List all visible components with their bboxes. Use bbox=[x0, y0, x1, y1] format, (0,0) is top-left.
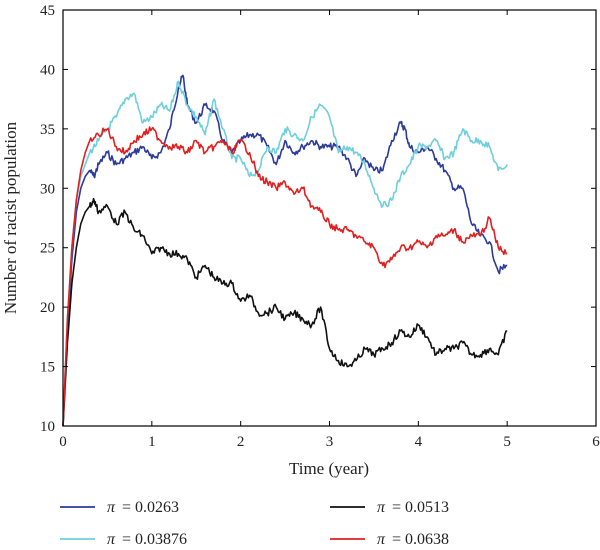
legend-label: = 0.0513 bbox=[392, 499, 449, 516]
x-axis-label: Time (year) bbox=[289, 459, 369, 478]
series-line-4 bbox=[62, 126, 508, 427]
x-axis: 0 1 2 3 4 5 6 bbox=[59, 10, 600, 450]
y-tick-label: 45 bbox=[40, 3, 55, 19]
y-tick-label: 10 bbox=[40, 419, 55, 435]
y-tick-label: 15 bbox=[40, 360, 55, 376]
legend-item-3: π = 0.0513 bbox=[330, 499, 449, 516]
legend-label: = 0.03876 bbox=[122, 531, 187, 548]
legend-item-4: π = 0.0638 bbox=[330, 531, 449, 548]
x-tick-label: 4 bbox=[415, 434, 423, 450]
x-tick-label: 3 bbox=[326, 434, 334, 450]
legend-item-2: π = 0.03876 bbox=[60, 531, 187, 548]
y-tick-label: 35 bbox=[40, 122, 55, 138]
x-tick-label: 2 bbox=[237, 434, 245, 450]
legend-symbol: π bbox=[377, 531, 386, 548]
plot-lines bbox=[62, 74, 508, 427]
y-axis: 10 15 20 25 30 35 40 45 bbox=[40, 3, 596, 435]
series-line-1 bbox=[62, 74, 508, 427]
series-line-2 bbox=[62, 80, 508, 427]
y-tick-label: 40 bbox=[40, 62, 55, 78]
legend-label: = 0.0263 bbox=[122, 499, 179, 516]
legend-item-1: π = 0.0263 bbox=[60, 499, 179, 516]
y-tick-label: 20 bbox=[40, 300, 55, 316]
y-tick-label: 30 bbox=[40, 181, 55, 197]
y-axis-label: Number of racist population bbox=[1, 121, 20, 314]
x-tick-label: 6 bbox=[592, 434, 600, 450]
x-tick-label: 5 bbox=[503, 434, 511, 450]
series-line-3 bbox=[62, 197, 508, 427]
legend-label: = 0.0638 bbox=[392, 531, 449, 548]
x-tick-label: 1 bbox=[148, 434, 156, 450]
legend-symbol: π bbox=[377, 499, 386, 516]
legend-symbol: π bbox=[107, 531, 116, 548]
y-tick-label: 25 bbox=[40, 241, 55, 257]
plot-frame bbox=[62, 9, 597, 427]
legend-symbol: π bbox=[107, 499, 116, 516]
legend: π = 0.0263 π = 0.0513 π = 0.03876 π = 0.0638 bbox=[60, 499, 449, 548]
x-tick-label: 0 bbox=[59, 434, 67, 450]
